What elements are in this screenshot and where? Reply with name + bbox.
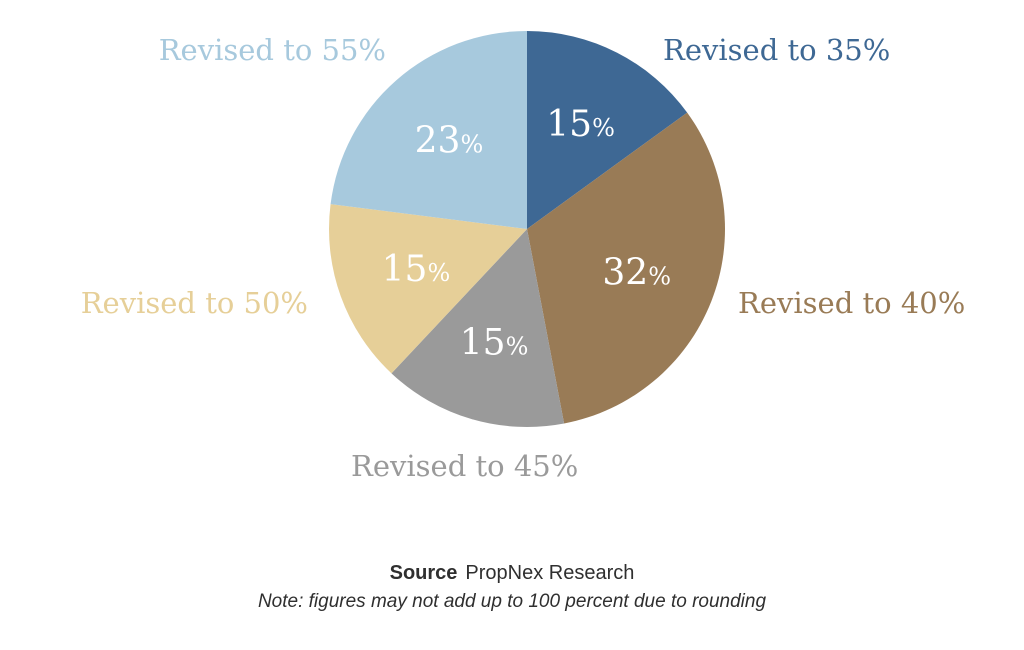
source-line: Source PropNex Research [0, 562, 1024, 585]
pie-slice [527, 31, 688, 229]
source-value: PropNex Research [465, 562, 635, 584]
rounding-note: Note: figures may not add up to 100 perc… [257, 591, 767, 612]
pie-value-labels: 15%32%15%15%23% [382, 104, 671, 363]
pie-slice [328, 204, 527, 374]
slice-category-label: Revised to 45% [351, 449, 578, 483]
pie-category-labels: Revised to 35% Revised to 40% Revised to 4… [81, 33, 966, 483]
source-label: Source [389, 562, 458, 584]
pie-slice [391, 229, 565, 427]
pie-slices [328, 31, 726, 427]
pie-slice [330, 31, 527, 229]
slice-category-label: Revised to 40% [738, 286, 965, 320]
slice-value-label: 23% [415, 120, 484, 161]
slice-value-label: 15% [382, 249, 451, 290]
slice-category-label: Revised to 35% [663, 33, 890, 67]
slice-value-label: 32% [602, 252, 671, 293]
pie-slice [527, 112, 726, 424]
slice-category-label: Revised to 50% [81, 286, 308, 320]
slice-value-label: 15% [546, 104, 615, 145]
pie-chart: 15%32%15%15%23% Revised to 35%Revised to… [81, 31, 966, 483]
slice-category-label: Revised to 55% [159, 33, 386, 67]
slice-value-label: 15% [460, 322, 529, 363]
